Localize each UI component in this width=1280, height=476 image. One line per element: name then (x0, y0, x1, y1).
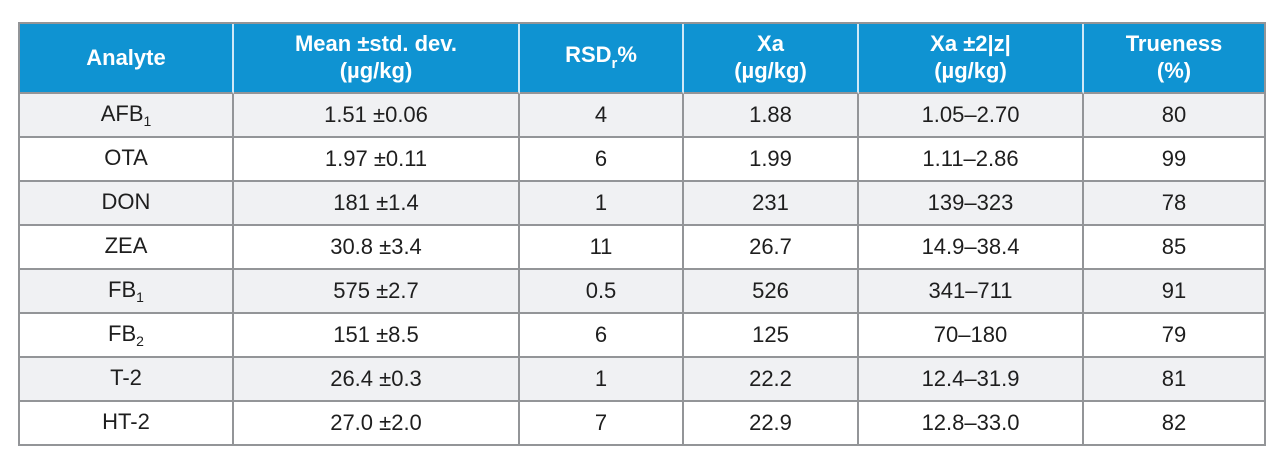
xa-range-cell: 12.4–31.9 (859, 358, 1084, 402)
column-title-analyte: Analyte (86, 44, 166, 70)
rsd-cell: 1 (520, 182, 684, 226)
column-unit-trueness: (%) (1156, 58, 1192, 83)
column-title-xa-range: Xa ±2|z| (930, 31, 1011, 57)
xa-range-cell: 1.11–2.86 (859, 138, 1084, 182)
header-row: Analyte Mean ±std. dev. (µg/kg) RSDr% Xa… (20, 24, 1264, 94)
trueness-cell: 78 (1084, 182, 1264, 226)
table-row: DON 181 ±1.4 1 231 139–323 78 (20, 182, 1264, 226)
xa-range-cell: 139–323 (859, 182, 1084, 226)
analyte-name: FB (108, 321, 137, 346)
xa-cell: 1.99 (684, 138, 859, 182)
trueness-cell: 81 (1084, 358, 1264, 402)
analyte-name: AFB (100, 101, 144, 126)
mean-sd-cell: 151 ±8.5 (234, 314, 520, 358)
analyte-cell: FB1 (20, 270, 234, 314)
page: Analyte Mean ±std. dev. (µg/kg) RSDr% Xa… (18, 22, 1266, 446)
table-row: HT-2 27.0 ±2.0 7 22.9 12.8–33.0 82 (20, 402, 1264, 444)
table-row: T-2 26.4 ±0.3 1 22.2 12.4–31.9 81 (20, 358, 1264, 402)
analyte-name: HT-2 (102, 409, 150, 434)
header-cell-rsd: RSDr% (520, 24, 684, 94)
analyte-cell: AFB1 (20, 94, 234, 138)
header-cell-analyte: Analyte (20, 24, 234, 94)
rsd-cell: 0.5 (520, 270, 684, 314)
table-row: OTA 1.97 ±0.11 6 1.99 1.11–2.86 99 (20, 138, 1264, 182)
header-cell-xa: Xa (µg/kg) (684, 24, 859, 94)
rsd-percent: % (617, 42, 637, 68)
rsd-cell: 7 (520, 402, 684, 444)
rsd-cell: 4 (520, 94, 684, 138)
trueness-cell: 91 (1084, 270, 1264, 314)
analyte-cell: ZEA (20, 226, 234, 270)
header-cell-trueness: Trueness (%) (1084, 24, 1264, 94)
rsd-cell: 1 (520, 358, 684, 402)
mean-sd-cell: 1.51 ±0.06 (234, 94, 520, 138)
trueness-cell: 80 (1084, 94, 1264, 138)
xa-cell: 125 (684, 314, 859, 358)
analyte-cell: DON (20, 182, 234, 226)
xa-cell: 26.7 (684, 226, 859, 270)
analyte-cell: OTA (20, 138, 234, 182)
xa-range-cell: 341–711 (859, 270, 1084, 314)
xa-range-cell: 14.9–38.4 (859, 226, 1084, 270)
column-unit-xa: (µg/kg) (734, 58, 807, 83)
table-row: FB2 151 ±8.5 6 125 70–180 79 (20, 314, 1264, 358)
analyte-subscript: 1 (136, 289, 144, 305)
xa-range-cell: 12.8–33.0 (859, 402, 1084, 444)
trueness-cell: 82 (1084, 402, 1264, 444)
header-cell-mean-sd: Mean ±std. dev. (µg/kg) (234, 24, 520, 94)
analyte-subscript: 1 (143, 113, 152, 129)
xa-cell: 22.2 (684, 358, 859, 402)
header-cell-xa-range: Xa ±2|z| (µg/kg) (859, 24, 1084, 94)
rsd-cell: 6 (520, 138, 684, 182)
table-row: FB1 575 ±2.7 0.5 526 341–711 91 (20, 270, 1264, 314)
analyte-name: DON (101, 189, 151, 214)
column-title-trueness: Trueness (1125, 31, 1223, 57)
xa-range-cell: 70–180 (859, 314, 1084, 358)
rsd-cell: 6 (520, 314, 684, 358)
rsd-cell: 11 (520, 226, 684, 270)
xa-cell: 22.9 (684, 402, 859, 444)
column-title-xa: Xa (757, 31, 784, 57)
trueness-cell: 99 (1084, 138, 1264, 182)
table-row: AFB1 1.51 ±0.06 4 1.88 1.05–2.70 80 (20, 94, 1264, 138)
column-unit-mean-sd: (µg/kg) (339, 58, 413, 83)
xa-cell: 231 (684, 182, 859, 226)
trueness-cell: 85 (1084, 226, 1264, 270)
analyte-cell: T-2 (20, 358, 234, 402)
analyte-cell: HT-2 (20, 402, 234, 444)
analyte-name: T-2 (110, 365, 142, 390)
analyte-name: FB (108, 277, 137, 302)
analyte-name: ZEA (104, 233, 148, 258)
mean-sd-cell: 575 ±2.7 (234, 270, 520, 314)
xa-cell: 1.88 (684, 94, 859, 138)
mean-sd-cell: 181 ±1.4 (234, 182, 520, 226)
table-row: ZEA 30.8 ±3.4 11 26.7 14.9–38.4 85 (20, 226, 1264, 270)
mean-sd-cell: 1.97 ±0.11 (234, 138, 520, 182)
analyte-cell: FB2 (20, 314, 234, 358)
trueness-cell: 79 (1084, 314, 1264, 358)
analyte-name: OTA (104, 145, 148, 170)
column-unit-xa-range: (µg/kg) (934, 58, 1007, 83)
xa-cell: 526 (684, 270, 859, 314)
rsd-base: RSD (565, 42, 612, 68)
results-table: Analyte Mean ±std. dev. (µg/kg) RSDr% Xa… (18, 22, 1266, 446)
column-title-mean-sd: Mean ±std. dev. (294, 31, 458, 57)
rsd-subscript: r (611, 55, 618, 73)
mean-sd-cell: 30.8 ±3.4 (234, 226, 520, 270)
column-title-rsd: RSDr% (524, 42, 678, 73)
xa-range-cell: 1.05–2.70 (859, 94, 1084, 138)
analyte-subscript: 2 (136, 333, 144, 349)
mean-sd-cell: 27.0 ±2.0 (234, 402, 520, 444)
mean-sd-cell: 26.4 ±0.3 (234, 358, 520, 402)
